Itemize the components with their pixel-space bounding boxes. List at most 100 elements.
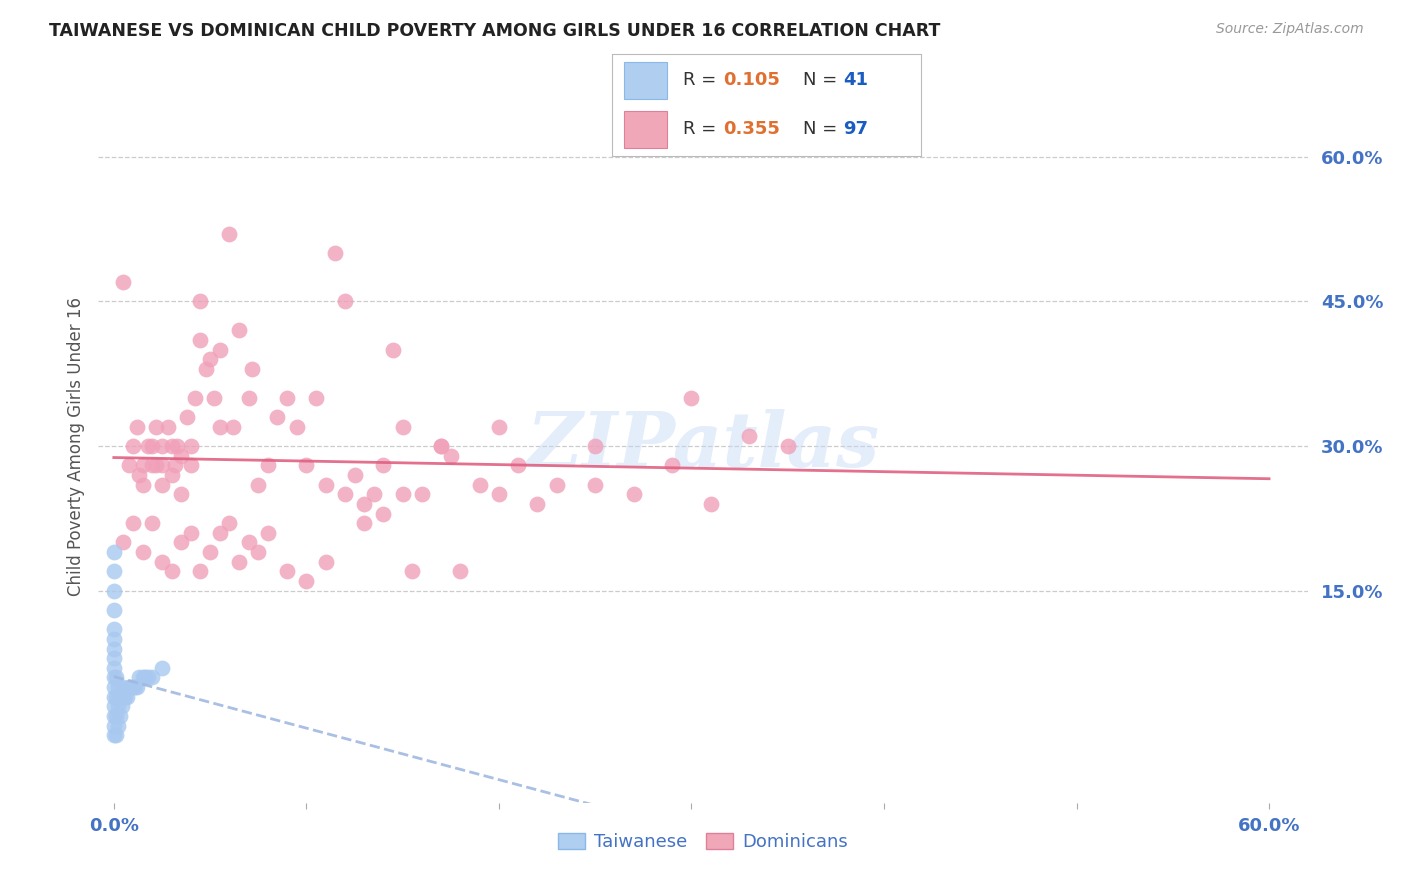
Point (430, 439, 453, 453)
Point (131, 670, 153, 684)
Point (190, 294, 212, 309)
Point (202, 391, 225, 405)
Point (103, 565, 125, 579)
Point (103, 632, 125, 646)
Point (104, 728, 127, 742)
Point (122, 680, 145, 694)
Point (242, 362, 264, 376)
Point (468, 477, 491, 491)
Point (141, 439, 163, 453)
Point (170, 535, 193, 549)
Text: 97: 97 (844, 120, 869, 138)
FancyBboxPatch shape (624, 62, 668, 99)
Point (238, 391, 260, 405)
Point (131, 458, 153, 473)
Text: N =: N = (803, 120, 844, 138)
Text: 0.355: 0.355 (723, 120, 780, 138)
Point (295, 458, 318, 473)
Point (526, 497, 548, 511)
Point (208, 343, 231, 357)
Point (546, 477, 568, 491)
Text: TAIWANESE VS DOMINICAN CHILD POVERTY AMONG GIRLS UNDER 16 CORRELATION CHART: TAIWANESE VS DOMINICAN CHILD POVERTY AMO… (49, 22, 941, 40)
Point (373, 507, 395, 521)
Point (141, 670, 163, 684)
Point (449, 565, 471, 579)
Point (401, 565, 423, 579)
Point (103, 699, 125, 714)
Point (103, 622, 125, 636)
Point (150, 555, 173, 569)
Point (180, 439, 202, 453)
Text: ZIPatlas: ZIPatlas (526, 409, 880, 483)
Point (160, 439, 183, 453)
Point (391, 487, 413, 501)
Point (208, 419, 231, 434)
Point (125, 419, 148, 434)
Point (430, 439, 453, 453)
Point (107, 719, 129, 733)
Text: 41: 41 (844, 71, 869, 89)
Point (103, 719, 125, 733)
Point (120, 680, 142, 694)
Point (134, 670, 156, 684)
Text: N =: N = (803, 71, 844, 89)
Point (373, 458, 395, 473)
Point (198, 352, 221, 367)
Point (661, 458, 683, 473)
Point (112, 275, 135, 289)
Point (104, 709, 127, 723)
Point (411, 487, 433, 501)
Point (112, 535, 135, 549)
Point (276, 565, 298, 579)
Point (160, 565, 183, 579)
Point (122, 516, 145, 530)
Point (103, 680, 125, 694)
Point (257, 525, 280, 540)
Text: 0.105: 0.105 (723, 71, 780, 89)
Point (138, 670, 160, 684)
Point (488, 419, 510, 434)
Point (183, 391, 205, 405)
Text: Source: ZipAtlas.com: Source: ZipAtlas.com (1216, 22, 1364, 37)
Point (180, 458, 202, 473)
Point (583, 477, 606, 491)
Point (108, 690, 131, 704)
Point (103, 651, 125, 665)
Point (150, 439, 173, 453)
Point (103, 670, 125, 684)
Point (104, 670, 127, 684)
Point (107, 699, 129, 714)
Point (128, 670, 150, 684)
Point (103, 603, 125, 617)
Point (488, 487, 510, 501)
Point (131, 545, 153, 559)
Point (110, 699, 132, 714)
Point (103, 583, 125, 598)
Point (623, 487, 645, 501)
Point (125, 680, 148, 694)
Legend: Taiwanese, Dominicans: Taiwanese, Dominicans (551, 825, 855, 858)
Point (238, 535, 260, 549)
Point (305, 391, 328, 405)
Point (681, 391, 703, 405)
Point (391, 419, 413, 434)
Point (145, 419, 167, 434)
Point (170, 487, 193, 501)
Text: R =: R = (683, 71, 721, 89)
Point (190, 565, 212, 579)
Point (266, 410, 288, 425)
Point (128, 467, 150, 482)
Point (104, 690, 127, 704)
Point (103, 709, 125, 723)
Point (103, 545, 125, 559)
Point (103, 728, 125, 742)
Point (131, 477, 153, 491)
Point (156, 419, 179, 434)
Point (124, 680, 146, 694)
Point (218, 516, 240, 530)
Point (222, 419, 245, 434)
Point (315, 477, 337, 491)
Point (295, 574, 318, 588)
Point (276, 391, 298, 405)
Point (440, 449, 463, 463)
